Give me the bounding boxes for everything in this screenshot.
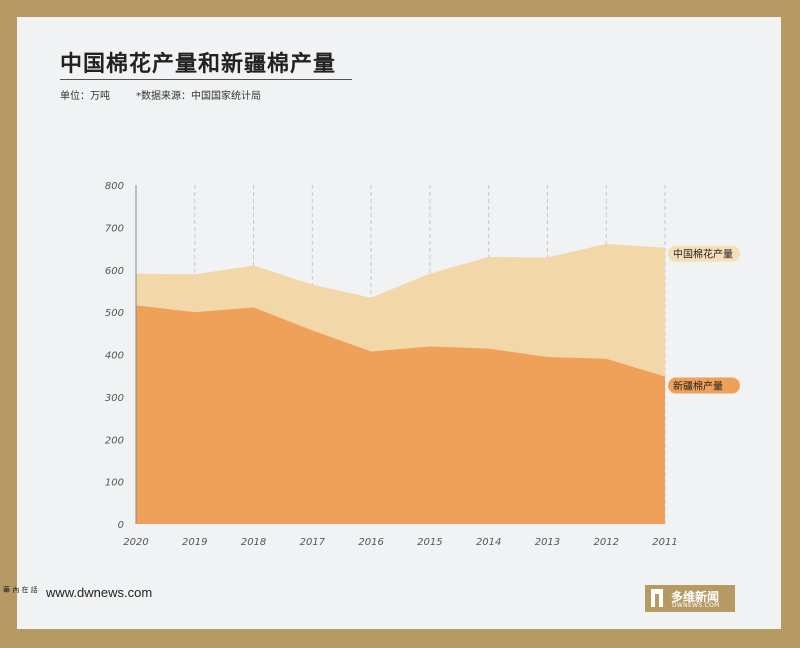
series-label-bg-china	[668, 245, 740, 262]
series-label-china: 中国棉花产量	[673, 248, 733, 261]
brand-logo: 多维新闻 DWNEWS.COM	[645, 585, 735, 612]
y-tick-label-300: 300	[105, 393, 124, 404]
x-tick-label-2012: 2012	[593, 537, 618, 548]
y-tick-label-600: 600	[105, 266, 124, 277]
x-tick-label-2016: 2016	[358, 537, 383, 548]
y-tick-label-400: 400	[105, 351, 124, 362]
x-tick-label-2015: 2015	[417, 537, 442, 548]
footer-url[interactable]: www.dwnews.com	[46, 585, 153, 600]
title-underline	[60, 79, 352, 80]
y-tick-label-500: 500	[105, 308, 124, 319]
y-tick-label-200: 200	[105, 435, 124, 446]
y-tick-label-0: 0	[118, 520, 124, 531]
x-tick-label-2014: 2014	[476, 537, 501, 548]
x-tick-label-2019: 2019	[182, 537, 207, 548]
x-tick-label-2018: 2018	[241, 537, 266, 548]
series-label-xinjiang: 新疆棉产量	[673, 380, 723, 393]
footer-mark: 華 內 在 話	[3, 586, 38, 594]
logo-name: 多维新闻	[671, 590, 720, 604]
x-tick-label-2020: 2020	[123, 537, 148, 548]
unit-label: 单位：万吨	[60, 91, 110, 102]
source-label: *数据来源：中国国家统计局	[136, 91, 261, 102]
logo-icon	[651, 589, 663, 607]
series-label-bg-xinjiang	[668, 377, 740, 394]
y-tick-label-700: 700	[105, 223, 124, 234]
x-tick-label-2011: 2011	[652, 537, 677, 548]
series-area-xinjiang	[136, 305, 665, 524]
x-tick-label-2017: 2017	[300, 537, 326, 548]
y-tick-label-800: 800	[105, 181, 124, 192]
page-title: 中国棉花产量和新疆棉产量	[60, 52, 337, 77]
y-tick-label-100: 100	[105, 478, 124, 489]
logo-domain: DWNEWS.COM	[672, 602, 720, 609]
x-tick-label-2013: 2013	[535, 537, 560, 548]
